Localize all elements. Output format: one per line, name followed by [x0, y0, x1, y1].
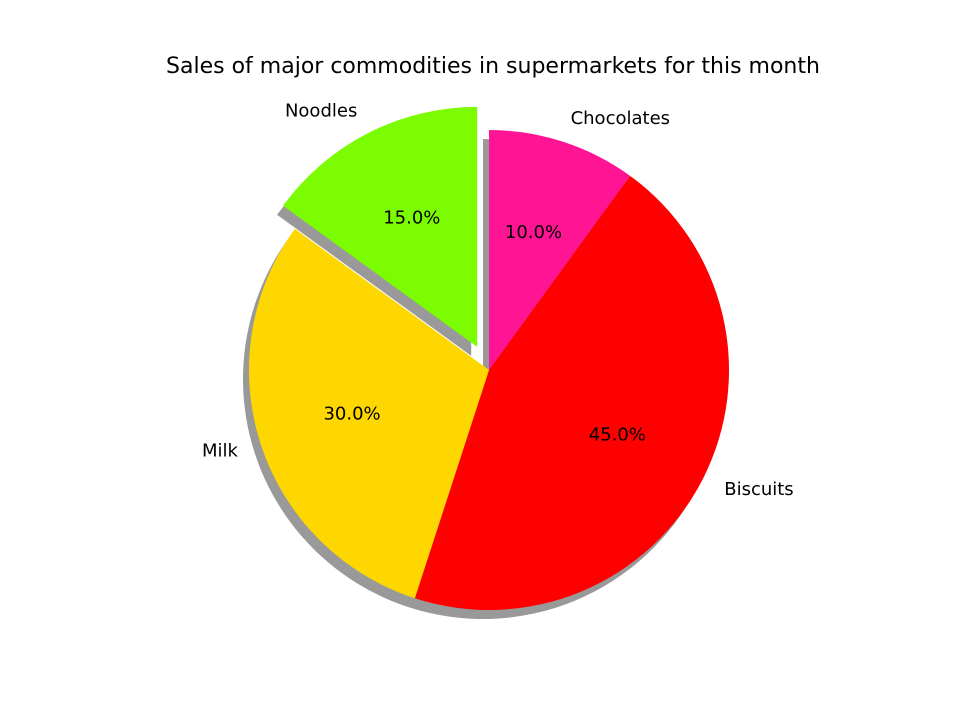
category-label-biscuits: Biscuits	[724, 479, 793, 500]
pie-slices	[248, 106, 729, 610]
percent-label-biscuits: 45.0%	[589, 424, 646, 445]
category-label-noodles: Noodles	[285, 101, 357, 122]
chart-title: Sales of major commodities in supermarke…	[166, 54, 820, 79]
percent-label-chocolates: 10.0%	[505, 222, 562, 243]
slice-chocolates	[489, 130, 631, 370]
slice-biscuits	[414, 175, 729, 610]
slice-noodles	[283, 106, 478, 347]
category-label-chocolates: Chocolates	[571, 108, 670, 129]
percent-label-noodles: 15.0%	[383, 208, 440, 229]
category-label-milk: Milk	[202, 441, 239, 462]
slice-milk	[248, 228, 489, 599]
slice-labels: 10.0% Chocolates 45.0% Biscuits 30.0% Milk 15.…	[202, 101, 794, 500]
percent-label-milk: 30.0%	[323, 403, 380, 424]
